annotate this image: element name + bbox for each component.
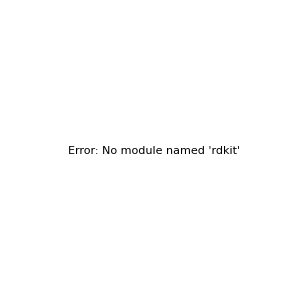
Text: Error: No module named 'rdkit': Error: No module named 'rdkit' (68, 146, 240, 157)
